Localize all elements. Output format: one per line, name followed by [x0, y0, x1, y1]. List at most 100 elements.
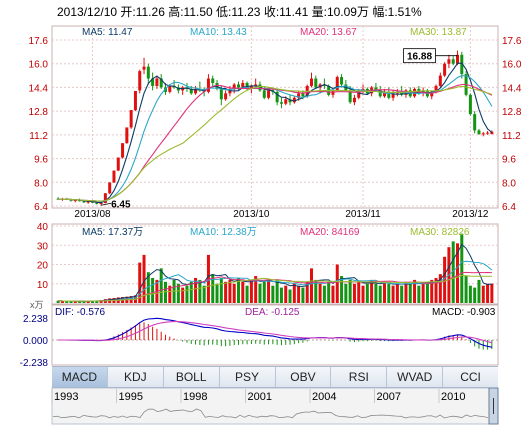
price-annotations: 6.45 16.88 [101, 48, 458, 210]
price-y-axis-right: 17.6 16.0 14.4 12.8 11.2 9.6 8.0 6.4 [502, 36, 522, 213]
navigator-year-labels: 1993 1995 1998 2001 2004 2007 2010 [51, 389, 465, 403]
tab-wvad[interactable]: WVAD [387, 367, 444, 387]
vol-legend-ma20: MA20: 84169 [300, 227, 360, 238]
candle [125, 127, 129, 144]
candle [451, 56, 455, 66]
legend-ma30: MA30: 13.87 [410, 27, 467, 38]
volume-bar [344, 283, 348, 303]
price-tick-right: 6.4 [502, 202, 516, 213]
volume-bar [305, 281, 309, 303]
volume-bar [340, 276, 344, 303]
volume-bar [151, 277, 155, 303]
volume-bar [163, 281, 168, 303]
volume-bar [224, 281, 228, 303]
volume-bar [391, 285, 395, 303]
price-tick-right: 14.4 [502, 83, 522, 94]
macd-y-axis: 2.238 0.000 -2.238 [20, 314, 498, 369]
volume-bar [73, 301, 77, 303]
volume-bar [267, 279, 271, 303]
candle [151, 72, 155, 91]
line-ma30 [58, 85, 493, 202]
candle [279, 97, 283, 109]
tab-cci[interactable]: CCI [460, 370, 481, 384]
price-x-label: 2013/12 [452, 209, 489, 220]
navigator-year: 1998 [183, 391, 207, 403]
tab-macd[interactable]: MACD [52, 367, 108, 387]
navigator-history-line [52, 408, 489, 419]
vol-legend-ma30: MA30: 82826 [410, 227, 470, 238]
volume-bar [490, 283, 494, 303]
candle [438, 72, 442, 88]
price-tick-right: 11.2 [502, 131, 521, 142]
volume-bar [275, 279, 279, 303]
volume-legend: MA5: 17.37万 MA10: 12.38万 MA20: 84169 MA3… [82, 227, 470, 238]
moving-average-lines [58, 62, 493, 204]
candle [292, 96, 296, 104]
macd-tick: -2.238 [20, 358, 49, 369]
volume-bar [99, 300, 103, 303]
volume-bar [357, 281, 361, 303]
indicator-tabs: MACD KDJ BOLL PSY OBV RSI WVAD CCI [52, 366, 498, 388]
macd-dea-line [58, 321, 493, 344]
tab-rsi[interactable]: RSI [331, 367, 388, 387]
volume-bar [395, 283, 399, 303]
volume-bar [284, 285, 288, 303]
volume-bar [168, 285, 172, 303]
volume-bar [249, 279, 253, 303]
tab-boll[interactable]: BOLL [164, 367, 220, 387]
price-tick-left: 9.6 [34, 155, 48, 166]
header-info: 2013/12/10 开:11.26 高:11.50 低:11.23 收:11.… [57, 4, 422, 19]
macd-legend-dif: DIF: -0.576 [55, 307, 105, 318]
macd-legend-macd: MACD: -0.903 [432, 307, 496, 318]
volume-bar [387, 283, 391, 303]
candle [108, 182, 112, 195]
price-legend: MA5: 11.47 MA10: 13.43 MA20: 13.67 MA30:… [82, 27, 467, 38]
candle [314, 75, 318, 89]
volume-bar [382, 281, 387, 303]
volume-bar [142, 254, 146, 303]
tab-kdj[interactable]: KDJ [108, 367, 164, 387]
volume-bar [78, 301, 82, 303]
candle [224, 90, 228, 101]
volume-bar [425, 281, 429, 303]
candle [443, 62, 447, 78]
volume-bar [322, 285, 326, 303]
volume-bar [301, 287, 305, 303]
candle [464, 71, 468, 97]
tab-psy[interactable]: PSY [220, 367, 276, 387]
volume-bar [297, 285, 301, 303]
candle [155, 75, 159, 89]
price-tick-left: 8.0 [34, 178, 48, 189]
volume-bar [146, 272, 150, 303]
price-tick-left: 16.0 [29, 60, 49, 71]
candle [468, 93, 472, 116]
candle [481, 131, 485, 137]
volume-tick: 10 [37, 280, 49, 291]
candle [275, 88, 279, 106]
candle [112, 170, 116, 184]
volume-bar [279, 287, 283, 303]
price-x-label: 2013/11 [345, 209, 381, 220]
volume-bar [288, 289, 292, 303]
candle [138, 69, 142, 94]
volume-bar [176, 283, 180, 303]
volume-tick: 20 [37, 261, 49, 272]
legend-ma10: MA10: 13.43 [190, 27, 247, 38]
price-tick-right: 17.6 [502, 36, 522, 47]
candle [447, 54, 451, 69]
annotation-label: 16.88 [407, 52, 432, 63]
volume-bar [232, 283, 236, 303]
time-navigator[interactable]: 1993 1995 1998 2001 2004 2007 2010 [51, 387, 499, 425]
volume-bar [262, 281, 266, 303]
legend-ma20: MA20: 13.67 [300, 27, 357, 38]
volume-bar [404, 281, 408, 303]
tab-obv[interactable]: OBV [276, 367, 332, 387]
volume-bar [86, 300, 90, 303]
candle [103, 193, 107, 204]
price-tick-left: 14.4 [29, 83, 49, 94]
candle [340, 74, 344, 88]
candle [129, 110, 133, 129]
volume-bar [378, 285, 382, 303]
volume-bar [348, 279, 352, 303]
navigator-year: 2001 [248, 391, 272, 403]
